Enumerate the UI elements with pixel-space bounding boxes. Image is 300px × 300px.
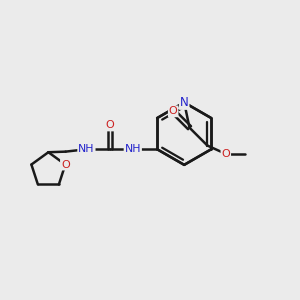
Text: NH: NH — [78, 144, 95, 154]
Text: O: O — [105, 121, 114, 130]
Text: NH: NH — [124, 144, 141, 154]
Text: O: O — [61, 160, 70, 170]
Text: O: O — [169, 106, 178, 116]
Text: N: N — [180, 96, 189, 109]
Text: O: O — [221, 149, 230, 159]
